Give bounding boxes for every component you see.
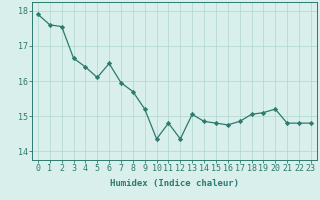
X-axis label: Humidex (Indice chaleur): Humidex (Indice chaleur)	[110, 179, 239, 188]
